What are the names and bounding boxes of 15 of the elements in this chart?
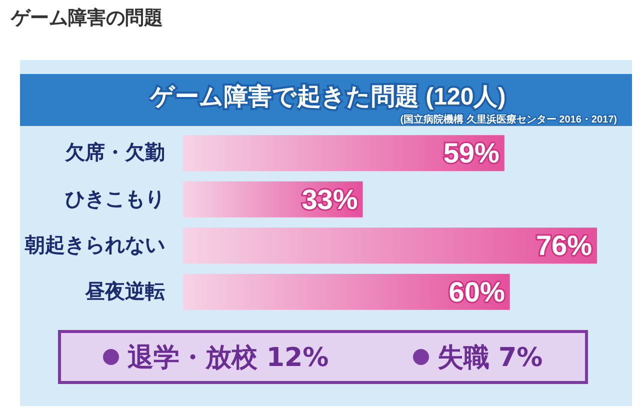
bar	[183, 135, 504, 172]
y-tick-label: 朝起きられない	[24, 234, 165, 257]
y-tick-label: 昼夜逆転	[84, 280, 165, 303]
y-tick-label: ひきこもり	[65, 188, 165, 210]
y-tick-label: 欠席・欠勤	[64, 141, 165, 164]
data-label: 76%	[536, 230, 592, 262]
text: (国立病院機構 久里浜医療センター 2016・2017)	[400, 114, 618, 126]
bar	[183, 228, 597, 264]
data-label: 59%	[443, 138, 500, 169]
bar	[183, 274, 510, 310]
callout-box: 退学・放校 12% 失職 7%	[58, 330, 588, 384]
chart-title: ゲーム障害の問題	[10, 7, 163, 29]
data-label: 33%	[302, 184, 358, 215]
data-label: 60%	[448, 276, 505, 308]
chart-subtitle: ゲーム障害で起きた問題 (120人)	[149, 82, 506, 110]
